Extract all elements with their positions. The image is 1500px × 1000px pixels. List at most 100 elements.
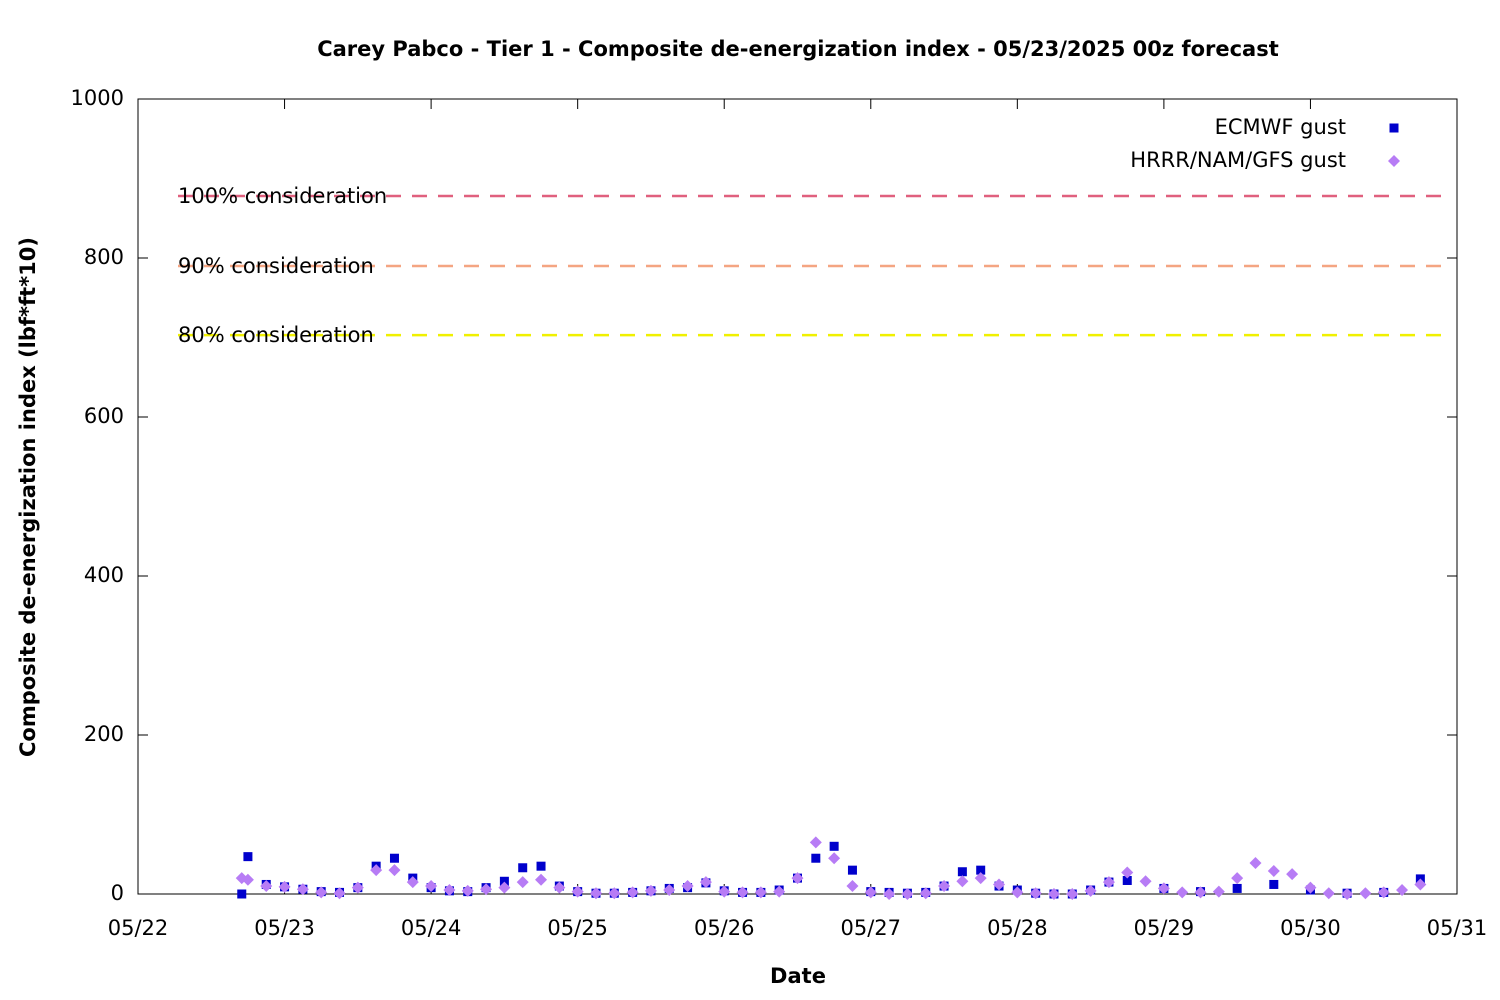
data-point (1194, 886, 1207, 899)
x-tick-label: 05/24 (401, 916, 462, 940)
data-point (1047, 888, 1060, 900)
data-point (773, 885, 786, 898)
data-point (516, 876, 529, 889)
threshold-label: 90% consideration (178, 254, 374, 278)
x-tick-label: 05/30 (1280, 916, 1341, 940)
data-point (553, 881, 566, 894)
data-point (976, 865, 986, 875)
y-tick-label: 0 (111, 881, 124, 905)
data-point (829, 841, 839, 851)
data-point (351, 881, 364, 894)
data-point (480, 883, 493, 896)
data-point (993, 878, 1006, 891)
x-tick-label: 05/23 (254, 916, 315, 940)
x-tick-label: 05/22 (108, 916, 169, 940)
data-point (1212, 885, 1225, 898)
data-point (864, 886, 877, 899)
data-point (241, 873, 254, 886)
data-point (1122, 875, 1132, 885)
data-point (1322, 887, 1335, 900)
data-point (260, 880, 273, 893)
data-point (811, 853, 821, 863)
y-tick-label: 400 (84, 563, 124, 587)
data-point (370, 864, 383, 877)
data-point (1396, 884, 1409, 897)
data-point (791, 872, 804, 885)
data-point (1414, 878, 1427, 891)
data-point (663, 884, 676, 897)
x-tick-label: 05/31 (1427, 916, 1488, 940)
data-point (243, 852, 253, 862)
data-point (499, 876, 509, 886)
data-point (1029, 887, 1042, 900)
data-point (847, 865, 857, 875)
data-point (1231, 872, 1244, 885)
data-point (828, 852, 841, 865)
data-point (919, 887, 932, 900)
data-point (718, 885, 731, 898)
data-point (1011, 886, 1024, 899)
y-tick-label: 600 (84, 404, 124, 428)
data-point (1341, 888, 1354, 900)
data-point (388, 864, 401, 877)
data-point (1066, 888, 1079, 900)
data-point (296, 883, 309, 896)
x-tick-label: 05/29 (1134, 916, 1195, 940)
data-point (699, 876, 712, 889)
data-point (608, 887, 621, 900)
data-point (846, 880, 859, 893)
data-point (1232, 883, 1242, 893)
data-point (237, 889, 247, 899)
data-point (736, 886, 749, 899)
data-point (1084, 884, 1097, 897)
data-point (278, 880, 291, 893)
data-point (1139, 875, 1152, 888)
data-point (681, 880, 694, 893)
data-point (809, 836, 822, 849)
data-point (571, 885, 584, 898)
x-tick-label: 05/27 (841, 916, 902, 940)
x-tick-label: 05/25 (547, 916, 608, 940)
data-point (333, 887, 346, 900)
data-point (1176, 886, 1189, 899)
data-point (1359, 887, 1372, 900)
data-point (1157, 882, 1170, 895)
data-point (883, 888, 896, 900)
data-point (461, 884, 474, 897)
data-point (389, 853, 399, 863)
threshold-label: 100% consideration (178, 184, 387, 208)
data-point (518, 863, 528, 873)
y-axis-title: Composite de-energization index (lbf*ft*… (16, 237, 40, 757)
data-point (1249, 856, 1262, 869)
x-axis-title: Date (770, 964, 826, 988)
data-point (1121, 866, 1134, 879)
data-point (536, 861, 546, 871)
data-point (754, 886, 767, 899)
plot-frame (137, 98, 1458, 895)
data-point (1304, 881, 1317, 894)
y-tick-label: 1000 (71, 86, 124, 110)
threshold-label: 80% consideration (178, 323, 374, 347)
legend-marker (1389, 123, 1399, 133)
data-point (626, 886, 639, 899)
data-point (644, 884, 657, 897)
data-point (956, 875, 969, 888)
x-tick-label: 05/28 (987, 916, 1048, 940)
data-point (1102, 876, 1115, 889)
y-tick-label: 200 (84, 722, 124, 746)
data-point (425, 880, 438, 893)
data-point (901, 888, 914, 900)
data-point (443, 884, 456, 897)
data-point (406, 876, 419, 889)
data-point (1267, 864, 1280, 877)
data-point (1377, 886, 1390, 899)
data-point (974, 872, 987, 885)
legend-label: HRRR/NAM/GFS gust (1130, 148, 1346, 172)
x-tick-label: 05/26 (694, 916, 755, 940)
y-tick-label: 800 (84, 245, 124, 269)
data-point (938, 880, 951, 893)
data-point (315, 886, 328, 899)
data-point (1286, 868, 1299, 881)
